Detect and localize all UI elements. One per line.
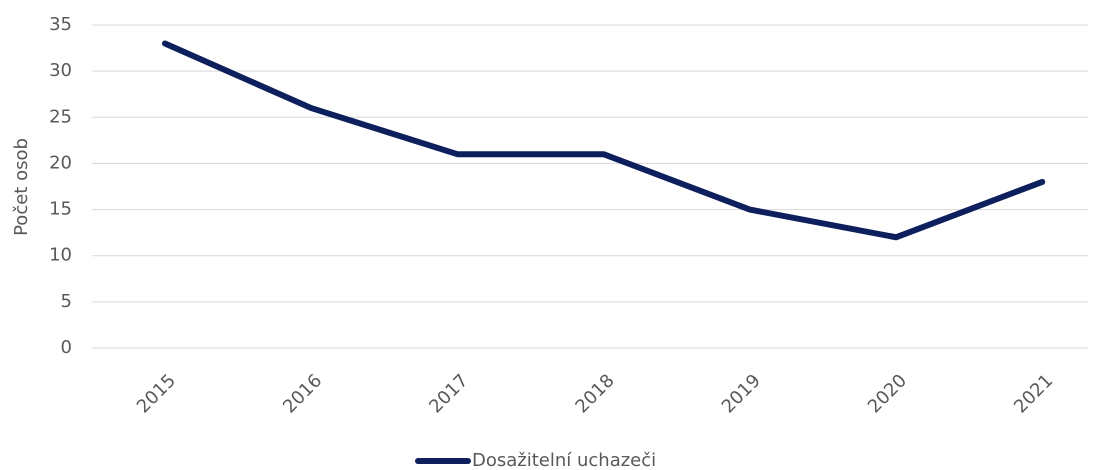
y-axis-label: Počet osob: [11, 138, 32, 236]
y-tick-label: 25: [49, 106, 72, 127]
legend-label: Dosažitelní uchazeči: [472, 450, 656, 470]
x-tick-label: 2016: [279, 370, 326, 417]
x-tick-label: 2018: [571, 370, 618, 417]
data-line: [162, 40, 1046, 241]
y-tick-label: 35: [49, 14, 72, 35]
y-tick-label: 10: [49, 245, 72, 266]
x-tick-label: 2015: [133, 370, 180, 417]
y-tick-label: 5: [61, 291, 72, 312]
y-tick-label: 15: [49, 199, 72, 220]
x-tick-label: 2020: [864, 370, 911, 417]
y-tick-label: 30: [49, 60, 72, 81]
x-tick-label: 2021: [1010, 370, 1057, 417]
x-tick-label: 2019: [718, 370, 765, 417]
y-tick-label: 0: [61, 337, 72, 358]
y-tick-label: 20: [49, 152, 72, 173]
x-tick-label: 2017: [425, 370, 472, 417]
